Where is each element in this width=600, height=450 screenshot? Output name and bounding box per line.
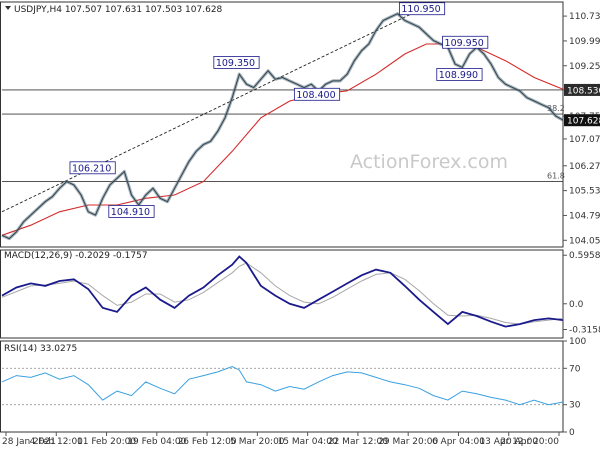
price-label-box bbox=[108, 205, 155, 218]
price-label-box bbox=[213, 56, 260, 69]
price-ytick-label: 106.270 bbox=[569, 162, 600, 172]
macd-signal-line bbox=[1, 262, 564, 325]
price-label-box bbox=[69, 161, 116, 175]
macd-panel: 0.5958 0.0 -0.3158 bbox=[0, 249, 600, 339]
price-ytick-label: 105.530 bbox=[569, 187, 600, 197]
current-price-text: 107.628 bbox=[567, 117, 600, 127]
price-label-text: 110.950 bbox=[401, 4, 440, 15]
rsi-panel: 100 70 30 0 bbox=[0, 337, 586, 438]
price-ytick-label: 107.070 bbox=[569, 135, 600, 145]
level-price-tag bbox=[564, 83, 600, 96]
rsi-ytick-label: 30 bbox=[569, 401, 581, 411]
price-label-box bbox=[293, 87, 341, 101]
macd-ytick-label: 0.0 bbox=[569, 300, 584, 310]
price-label-box bbox=[436, 68, 483, 81]
price-frame bbox=[0, 1, 564, 248]
price-label-text: 108.990 bbox=[439, 70, 478, 81]
price-label-text: 104.910 bbox=[111, 207, 150, 218]
x-tick-label: 20 Apr 20:00 bbox=[500, 437, 559, 447]
rsi-line bbox=[1, 365, 564, 406]
watermark: ActionForex.com bbox=[350, 151, 508, 173]
fib-level-label: 38.2 bbox=[547, 104, 565, 113]
x-tick-label: 26 Feb 12:00 bbox=[178, 437, 237, 447]
x-tick-label: 22 Mar 12:00 bbox=[328, 437, 388, 447]
price-label-text: 109.350 bbox=[216, 58, 255, 69]
price-label-text: 106.210 bbox=[72, 163, 111, 174]
price-ytick-label: 104.050 bbox=[569, 236, 600, 246]
price-line bbox=[1, 13, 564, 240]
price-label-text: 109.950 bbox=[445, 38, 484, 49]
macd-ytick-label: -0.3158 bbox=[569, 326, 600, 336]
x-tick-label: 11 Feb 20:00 bbox=[77, 437, 136, 447]
x-tick-label: 5 Mar 20:00 bbox=[230, 437, 285, 447]
macd-header: MACD(12,26,9) -0.2029 -0.1757 bbox=[4, 251, 148, 261]
price-ytick-label: 104.790 bbox=[569, 211, 600, 221]
current-price-tag bbox=[564, 114, 600, 127]
macd-frame bbox=[0, 249, 564, 339]
macd-line bbox=[1, 255, 564, 328]
fib-level-label: 61.8 bbox=[547, 172, 565, 181]
level-price-tag-text: 108.530 bbox=[567, 86, 600, 96]
rsi-ytick-label: 100 bbox=[569, 337, 586, 347]
price-ytick-label: 109.250 bbox=[569, 62, 600, 72]
dropdown-triangle-icon bbox=[5, 6, 11, 10]
x-tick-label: 28 Jan 2021 bbox=[2, 437, 56, 447]
rsi-header: RSI(14) 33.0275 bbox=[4, 344, 77, 354]
price-label-box bbox=[442, 35, 489, 49]
price-label-box bbox=[398, 2, 446, 16]
x-tick-label: 15 Mar 04:00 bbox=[278, 437, 338, 447]
price-panel: 110.730109.990109.250108.530107.750107.0… bbox=[0, 1, 600, 248]
price-header: USDJPY,H4 107.507 107.631 107.503 107.62… bbox=[14, 5, 223, 15]
rsi-frame bbox=[0, 340, 564, 433]
x-tick-label: 29 Mar 20:00 bbox=[378, 437, 438, 447]
x-tick-label: 4 Feb 12:00 bbox=[30, 437, 84, 447]
price-label-text: 108.400 bbox=[296, 90, 335, 101]
price-ytick-label: 110.730 bbox=[569, 12, 600, 22]
rsi-ytick-label: 0 bbox=[569, 428, 575, 438]
macd-ytick-label: 0.5958 bbox=[569, 251, 600, 261]
price-ytick-label: 109.990 bbox=[569, 37, 600, 47]
x-tick-label: 6 Apr 04:00 bbox=[432, 437, 485, 447]
x-tick-label: 19 Feb 04:00 bbox=[127, 437, 186, 447]
trendline-dashed bbox=[1, 8, 423, 213]
rsi-ytick-label: 70 bbox=[569, 364, 581, 374]
x-tick-label: 13 Apr 12:00 bbox=[479, 437, 538, 447]
